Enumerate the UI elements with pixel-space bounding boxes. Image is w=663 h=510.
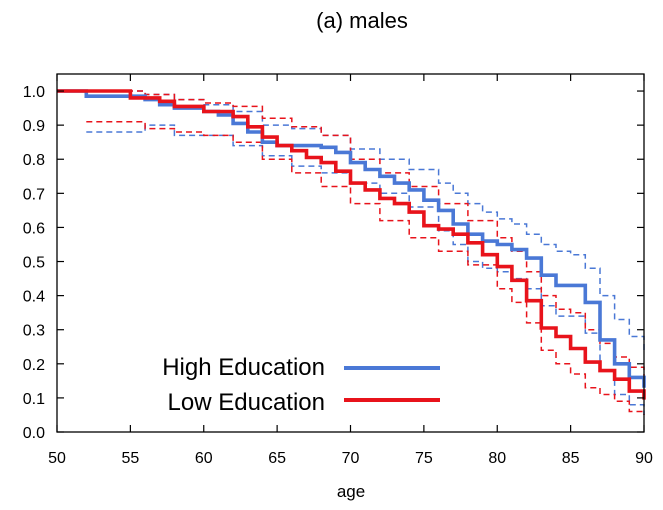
series-low-education-ci-upper	[57, 90, 645, 378]
series-low-education-ci-lower	[86, 120, 645, 415]
plot-series-group	[57, 89, 646, 415]
x-tick-label: 70	[342, 450, 360, 467]
x-tick-label: 50	[48, 450, 66, 467]
y-tick-label: 0.2	[23, 357, 45, 374]
x-tick-label: 80	[488, 450, 506, 467]
y-tick-label: 0.4	[23, 289, 45, 306]
chart-title: (a) males	[316, 8, 408, 33]
y-tick-label: 0.5	[23, 255, 45, 272]
x-tick-label: 55	[121, 450, 139, 467]
legend-label-low-education: Low Education	[168, 389, 325, 416]
y-tick-label: 0.9	[23, 118, 45, 135]
y-tick-label: 0.6	[23, 220, 45, 237]
x-tick-labels: 50 55 60 65 70 75 80 85 90	[48, 450, 653, 467]
y-tick-label: 0.1	[23, 391, 45, 408]
x-tick-label: 85	[562, 450, 580, 467]
legend: High Education Low Education	[162, 354, 440, 416]
x-tick-label: 90	[635, 450, 653, 467]
legend-label-high-education: High Education	[162, 354, 325, 381]
y-tick-label: 0.3	[23, 323, 45, 340]
series-low-education	[57, 89, 646, 400]
y-tick-label: 1.0	[23, 84, 45, 101]
axis-ticks-group	[56, 74, 645, 433]
x-tick-label: 75	[415, 450, 433, 467]
x-tick-label: 60	[195, 450, 213, 467]
x-tick-label: 65	[268, 450, 286, 467]
y-tick-label: 0.7	[23, 186, 45, 203]
y-tick-label: 0.0	[23, 425, 45, 442]
x-axis-label: age	[337, 482, 365, 501]
series-high-education-ci-upper	[57, 90, 645, 351]
y-tick-labels: 0.0 0.1 0.2 0.3 0.4 0.5 0.6 0.7 0.8 0.9 1.0	[23, 84, 45, 442]
y-tick-label: 0.8	[23, 152, 45, 169]
series-high-education	[57, 89, 646, 388]
